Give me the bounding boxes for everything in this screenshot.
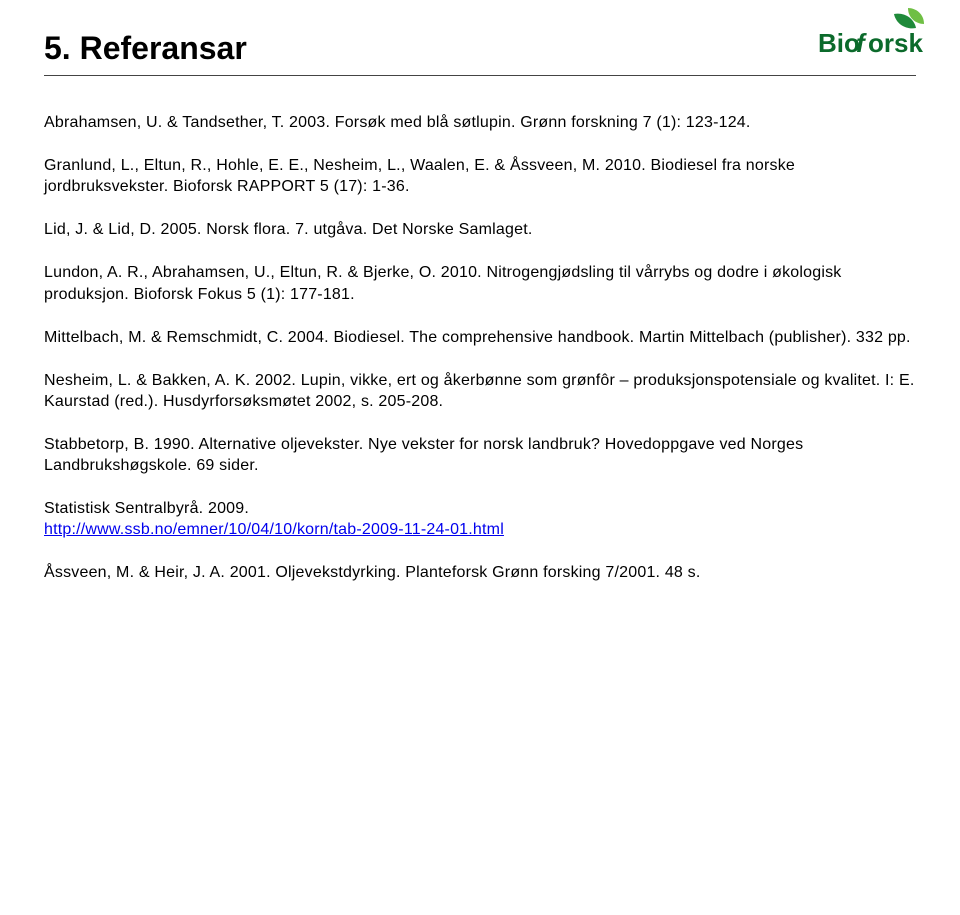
svg-text:Bio: Bio bbox=[818, 28, 860, 58]
ref-6: Nesheim, L. & Bakken, A. K. 2002. Lupin,… bbox=[44, 370, 916, 412]
ref-8-text: Statistisk Sentralbyrå. 2009. bbox=[44, 500, 249, 517]
ref-4: Lundon, A. R., Abrahamsen, U., Eltun, R.… bbox=[44, 262, 916, 304]
document-page: Bio f orsk 5. Referansar Abrahamsen, U. … bbox=[0, 0, 960, 915]
ref-2: Granlund, L., Eltun, R., Hohle, E. E., N… bbox=[44, 155, 916, 197]
svg-text:orsk: orsk bbox=[868, 28, 923, 58]
bioforsk-logo: Bio f orsk bbox=[816, 4, 936, 64]
ref-1: Abrahamsen, U. & Tandsether, T. 2003. Fo… bbox=[44, 112, 916, 133]
ref-8: Statistisk Sentralbyrå. 2009. http://www… bbox=[44, 498, 916, 540]
ref-9: Åssveen, M. & Heir, J. A. 2001. Oljeveks… bbox=[44, 562, 916, 583]
heading-rule bbox=[44, 75, 916, 76]
ref-8-link[interactable]: http://www.ssb.no/emner/10/04/10/korn/ta… bbox=[44, 521, 504, 538]
ref-3: Lid, J. & Lid, D. 2005. Norsk flora. 7. … bbox=[44, 219, 916, 240]
ref-7: Stabbetorp, B. 1990. Alternative oljevek… bbox=[44, 434, 916, 476]
section-heading: 5. Referansar bbox=[44, 30, 916, 67]
svg-text:f: f bbox=[856, 28, 867, 58]
ref-5: Mittelbach, M. & Remschmidt, C. 2004. Bi… bbox=[44, 327, 916, 348]
